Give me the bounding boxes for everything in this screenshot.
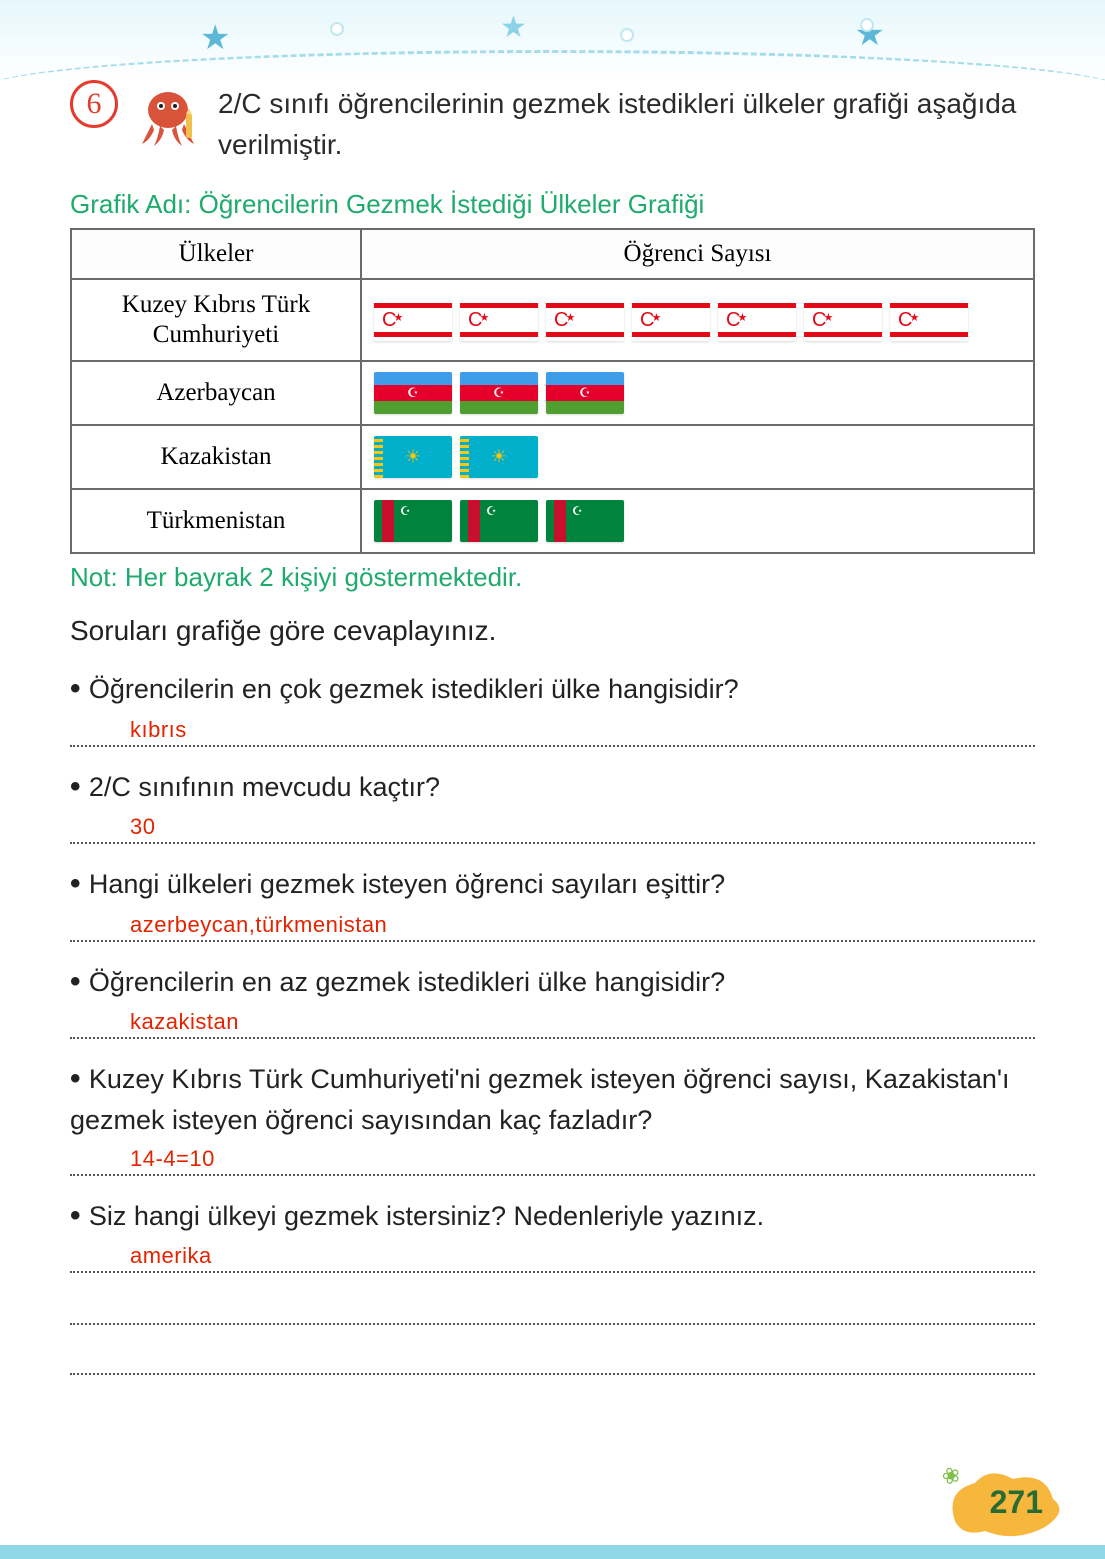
student-answer: azerbeycan,türkmenistan bbox=[130, 909, 387, 941]
answer-line[interactable] bbox=[70, 1291, 1035, 1325]
answer-line[interactable] bbox=[70, 1341, 1035, 1375]
country-name: Kazakistan bbox=[71, 425, 361, 489]
question-text: Öğrencilerin en az gezmek istedikleri ül… bbox=[70, 960, 1035, 1004]
question-text: Siz hangi ülkeyi gezmek istersiniz? Nede… bbox=[70, 1194, 1035, 1238]
exercise-number: 6 bbox=[87, 87, 102, 121]
exercise-number-badge: 6 bbox=[70, 80, 118, 128]
answer-line[interactable]: azerbeycan,türkmenistan bbox=[70, 908, 1035, 942]
dot-icon bbox=[330, 22, 344, 36]
flag-count-cell: ☪ ☪ ☪ bbox=[361, 489, 1034, 553]
chart-title: Grafik Adı: Öğrencilerin Gezmek İstediği… bbox=[70, 189, 1035, 220]
question-text: 2/C sınıfının mevcudu kaçtır? bbox=[70, 765, 1035, 809]
question-text: Öğrencilerin en çok gezmek istedikleri ü… bbox=[70, 667, 1035, 711]
page-number-badge: 271 bbox=[935, 1461, 1075, 1541]
question-text: Kuzey Kıbrıs Türk Cumhuriyeti'ni gezmek … bbox=[70, 1057, 1035, 1140]
flag-count-cell: C★ C★ C★ C★ C★ C★ C★ bbox=[361, 279, 1034, 361]
flag-count-cell: ☀ ☀ bbox=[361, 425, 1034, 489]
flag-count-cell: ☪ ☪ ☪ bbox=[361, 361, 1034, 425]
exercise-header: 6 2/C sınıfı öğrencilerinin gezmek isted… bbox=[70, 80, 1035, 165]
table-header-countries: Ülkeler bbox=[71, 229, 361, 279]
question-item: Öğrencilerin en az gezmek istedikleri ül… bbox=[70, 960, 1035, 1040]
instruction-text: Soruları grafiğe göre cevaplayınız. bbox=[70, 615, 1035, 647]
student-answer: amerika bbox=[130, 1240, 212, 1272]
question-item: Siz hangi ülkeyi gezmek istersiniz? Nede… bbox=[70, 1194, 1035, 1376]
table-row: Azerbaycan ☪ ☪ ☪ bbox=[71, 361, 1034, 425]
question-text: Hangi ülkeleri gezmek isteyen öğrenci sa… bbox=[70, 862, 1035, 906]
dot-icon bbox=[620, 28, 634, 42]
country-name: Azerbaycan bbox=[71, 361, 361, 425]
table-header-count: Öğrenci Sayısı bbox=[361, 229, 1034, 279]
page-bottom-band bbox=[0, 1545, 1105, 1559]
kktc-flag-icon: C★ bbox=[460, 299, 538, 341]
country-name: Kuzey Kıbrıs Türk Cumhuriyeti bbox=[71, 279, 361, 361]
turkmenistan-flag-icon: ☪ bbox=[460, 500, 538, 542]
question-item: 2/C sınıfının mevcudu kaçtır?30 bbox=[70, 765, 1035, 845]
azerbaijan-flag-icon: ☪ bbox=[460, 372, 538, 414]
star-icon: ★ bbox=[500, 10, 527, 45]
exercise-intro: 2/C sınıfı öğrencilerinin gezmek istedik… bbox=[218, 80, 1035, 165]
table-row: Kuzey Kıbrıs Türk Cumhuriyeti C★ C★ C★ C… bbox=[71, 279, 1034, 361]
question-item: Hangi ülkeleri gezmek isteyen öğrenci sa… bbox=[70, 862, 1035, 942]
turkmenistan-flag-icon: ☪ bbox=[546, 500, 624, 542]
dot-icon bbox=[860, 18, 874, 32]
page-top-decoration: ★ ★ ★ bbox=[0, 0, 1105, 80]
chart-note: Not: Her bayrak 2 kişiyi göstermektedir. bbox=[70, 562, 1035, 593]
azerbaijan-flag-icon: ☪ bbox=[374, 372, 452, 414]
answer-line[interactable]: kazakistan bbox=[70, 1005, 1035, 1039]
azerbaijan-flag-icon: ☪ bbox=[546, 372, 624, 414]
table-row: Türkmenistan ☪ ☪ ☪ bbox=[71, 489, 1034, 553]
page-content: 6 2/C sınıfı öğrencilerinin gezmek isted… bbox=[70, 80, 1035, 1391]
turkmenistan-flag-icon: ☪ bbox=[374, 500, 452, 542]
kktc-flag-icon: C★ bbox=[890, 299, 968, 341]
kktc-flag-icon: C★ bbox=[546, 299, 624, 341]
country-name: Türkmenistan bbox=[71, 489, 361, 553]
octopus-icon bbox=[132, 80, 204, 152]
student-answer: kıbrıs bbox=[130, 714, 187, 746]
star-icon: ★ bbox=[200, 18, 230, 58]
page-number: 271 bbox=[990, 1484, 1043, 1521]
table-row: Kazakistan ☀ ☀ bbox=[71, 425, 1034, 489]
answer-line[interactable]: 30 bbox=[70, 810, 1035, 844]
kazakhstan-flag-icon: ☀ bbox=[460, 436, 538, 478]
kktc-flag-icon: C★ bbox=[804, 299, 882, 341]
kktc-flag-icon: C★ bbox=[632, 299, 710, 341]
student-answer: 14-4=10 bbox=[130, 1143, 215, 1175]
answer-line[interactable]: kıbrıs bbox=[70, 713, 1035, 747]
question-item: Öğrencilerin en çok gezmek istedikleri ü… bbox=[70, 667, 1035, 747]
kktc-flag-icon: C★ bbox=[718, 299, 796, 341]
question-item: Kuzey Kıbrıs Türk Cumhuriyeti'ni gezmek … bbox=[70, 1057, 1035, 1176]
answer-line[interactable]: 14-4=10 bbox=[70, 1142, 1035, 1176]
student-answer: 30 bbox=[130, 811, 155, 843]
kktc-flag-icon: C★ bbox=[374, 299, 452, 341]
question-list: Öğrencilerin en çok gezmek istedikleri ü… bbox=[70, 667, 1035, 1375]
pictograph-table: Ülkeler Öğrenci Sayısı Kuzey Kıbrıs Türk… bbox=[70, 228, 1035, 554]
answer-line[interactable]: amerika bbox=[70, 1239, 1035, 1273]
student-answer: kazakistan bbox=[130, 1006, 239, 1038]
kazakhstan-flag-icon: ☀ bbox=[374, 436, 452, 478]
